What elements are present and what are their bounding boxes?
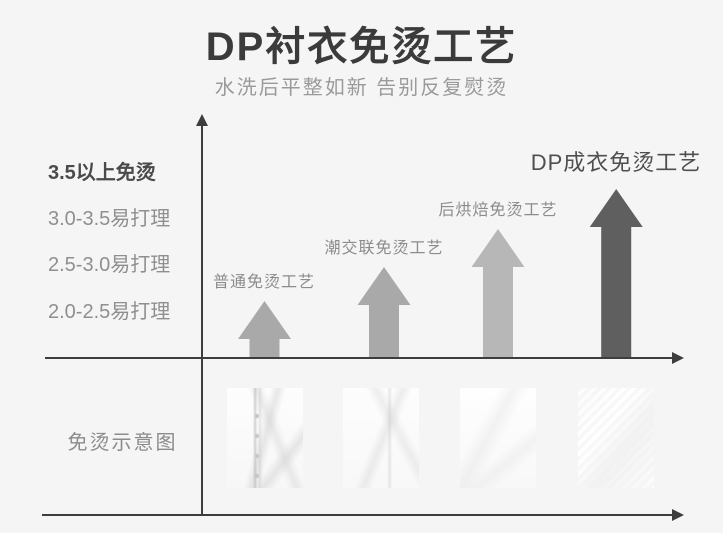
fabric-swatch-wrinkled <box>343 388 419 488</box>
fabric-swatch-smooth <box>578 388 654 488</box>
x-axis-arrowhead-icon <box>672 352 684 364</box>
process-arrow-group-post-bake: 后烘焙免烫工艺 <box>438 196 557 357</box>
process-arrow-group-ordinary: 普通免烫工艺 <box>213 268 315 357</box>
process-arrow-group-wet-crosslink: 潮交联免烫工艺 <box>324 234 443 357</box>
process-arrow-label: DP成衣免烫工艺 <box>530 150 702 175</box>
up-arrow-icon <box>237 301 291 357</box>
y-axis-label-grade-2-0-2-5: 2.0-2.5易打理 <box>48 301 171 323</box>
demo-row-label: 免烫示意图 <box>67 432 178 454</box>
y-axis-line <box>201 126 203 515</box>
page-subtitle: 水洗后平整如新 告别反复熨烫 <box>214 77 509 99</box>
bottom-axis-line <box>42 514 673 516</box>
up-arrow-icon <box>589 189 643 357</box>
page-title: DP衬衣免烫工艺 <box>205 25 518 69</box>
up-arrow-icon <box>357 267 411 357</box>
y-axis-label-grade-3-0-3-5: 3.0-3.5易打理 <box>48 208 171 230</box>
process-arrow-label: 后烘焙免烫工艺 <box>438 202 558 219</box>
y-axis-label-grade-3-5-plus: 3.5以上免烫 <box>48 162 156 184</box>
process-arrow-label: 普通免烫工艺 <box>212 274 316 291</box>
process-arrow-group-dp-garment: DP成衣免烫工艺 <box>531 145 702 357</box>
fabric-swatch-lightly-wrinkled <box>460 388 536 488</box>
y-axis-label-grade-2-5-3-0: 2.5-3.0易打理 <box>48 254 171 276</box>
up-arrow-icon <box>471 229 525 357</box>
y-axis-arrowhead-icon <box>196 114 208 126</box>
bottom-axis-arrowhead-icon <box>672 509 684 521</box>
fabric-swatch-most-wrinkled <box>227 388 303 488</box>
process-arrow-label: 潮交联免烫工艺 <box>324 240 444 257</box>
x-axis-line <box>45 357 673 359</box>
